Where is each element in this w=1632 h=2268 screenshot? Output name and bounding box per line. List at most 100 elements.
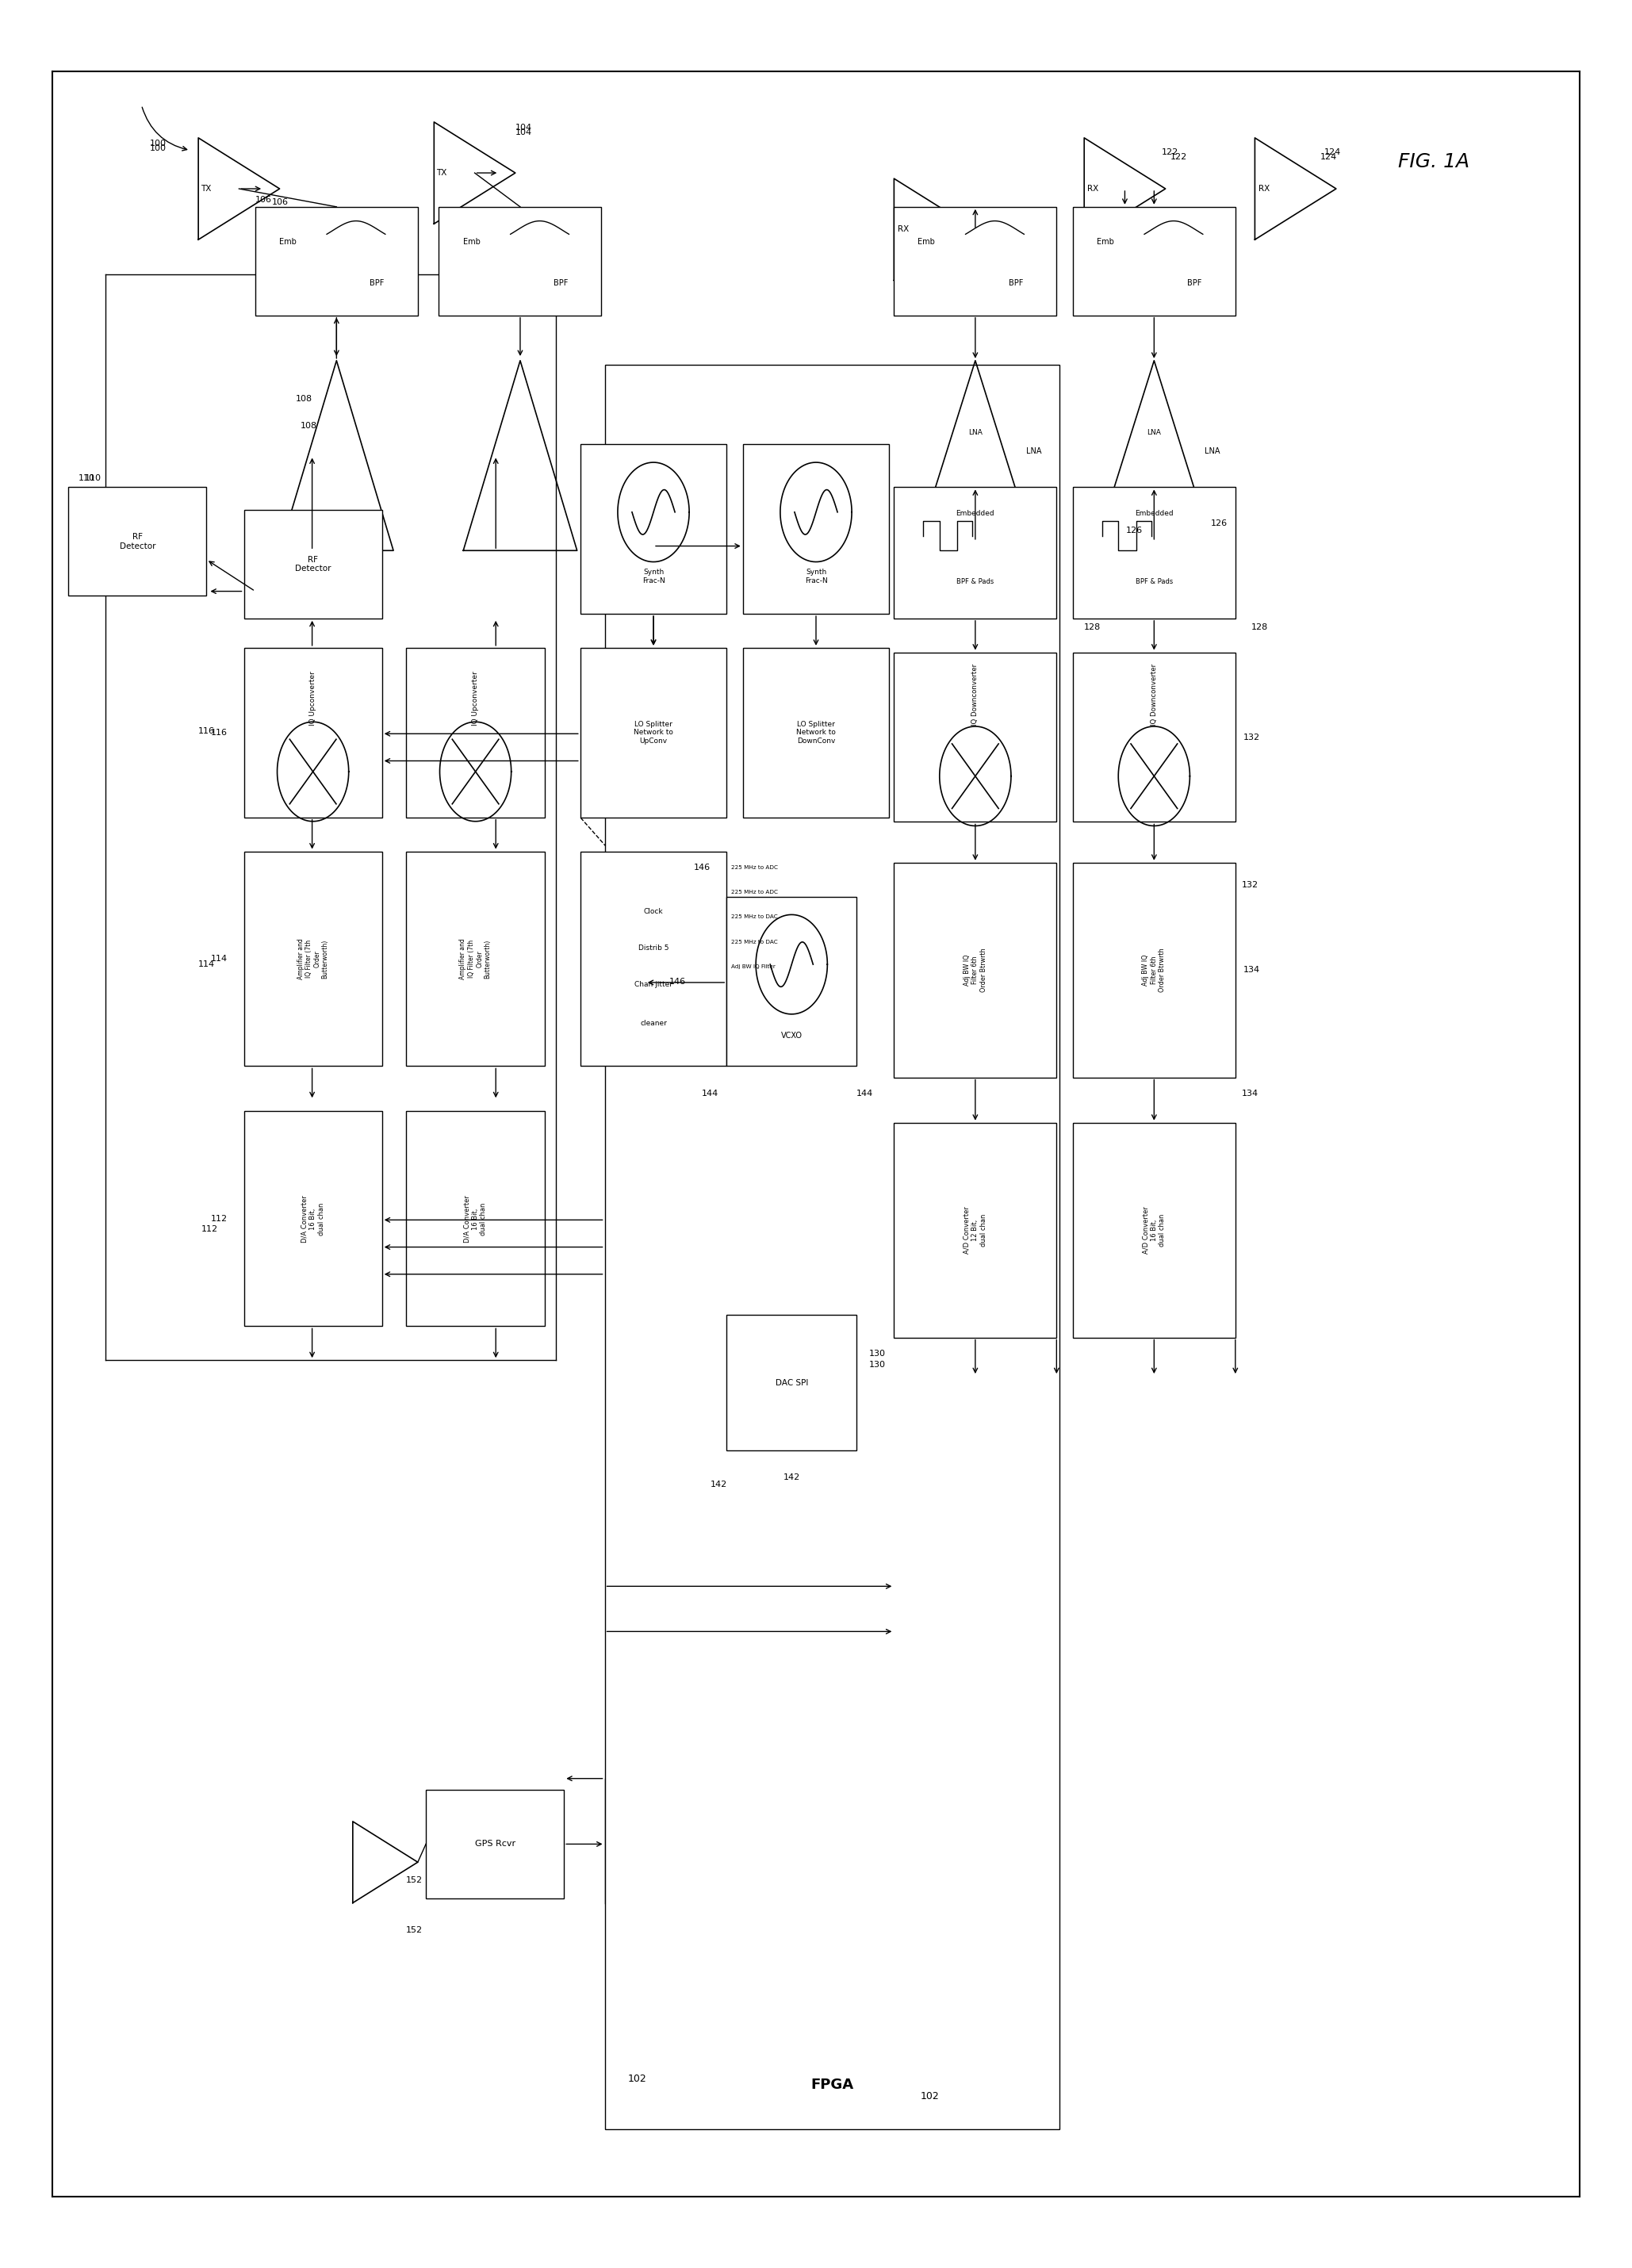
- Text: Synth
Frac-N: Synth Frac-N: [641, 569, 664, 585]
- Text: 142: 142: [710, 1481, 726, 1488]
- Text: 132: 132: [1242, 882, 1258, 889]
- Text: 152: 152: [406, 1926, 423, 1935]
- Text: 124: 124: [1320, 154, 1337, 161]
- FancyBboxPatch shape: [726, 1315, 857, 1452]
- Text: 146: 146: [694, 864, 710, 871]
- Text: 116: 116: [197, 728, 214, 735]
- Text: FIG. 1A: FIG. 1A: [1399, 152, 1469, 170]
- Text: 225 MHz to DAC: 225 MHz to DAC: [731, 939, 778, 943]
- Text: 114: 114: [211, 955, 227, 962]
- FancyBboxPatch shape: [1072, 1123, 1235, 1338]
- Text: LO Splitter
Network to
DownConv: LO Splitter Network to DownConv: [796, 721, 836, 744]
- Text: 225 MHz to DAC: 225 MHz to DAC: [731, 914, 778, 919]
- Text: 124: 124: [1325, 150, 1342, 156]
- FancyBboxPatch shape: [894, 1123, 1056, 1338]
- Text: LO Splitter
Network to
UpConv: LO Splitter Network to UpConv: [633, 721, 674, 744]
- Text: Emb: Emb: [463, 238, 480, 245]
- FancyBboxPatch shape: [1072, 488, 1235, 619]
- Text: 104: 104: [516, 129, 532, 136]
- Text: 152: 152: [406, 1876, 423, 1885]
- Text: LNA: LNA: [968, 429, 982, 435]
- FancyBboxPatch shape: [406, 1111, 545, 1327]
- Text: 108: 108: [300, 422, 317, 431]
- FancyBboxPatch shape: [243, 510, 382, 619]
- Text: 128: 128: [1084, 624, 1102, 631]
- Text: Amplifier and
IQ Filter (7th
Order
Butterworth): Amplifier and IQ Filter (7th Order Butte…: [460, 939, 491, 980]
- Text: 126: 126: [1126, 526, 1142, 535]
- Text: 112: 112: [201, 1225, 217, 1234]
- Text: 110: 110: [85, 474, 101, 483]
- Text: BPF & Pads: BPF & Pads: [956, 578, 994, 585]
- Text: 122: 122: [1170, 154, 1186, 161]
- Text: D/A Converter
16 Bit,
dual chan: D/A Converter 16 Bit, dual chan: [302, 1195, 325, 1243]
- FancyBboxPatch shape: [743, 649, 889, 816]
- Text: 104: 104: [516, 125, 532, 132]
- FancyBboxPatch shape: [581, 850, 726, 1066]
- Text: 102: 102: [628, 2075, 646, 2084]
- Text: 126: 126: [1211, 519, 1227, 528]
- Text: 112: 112: [211, 1216, 227, 1222]
- Text: Synth
Frac-N: Synth Frac-N: [805, 569, 827, 585]
- Text: BPF: BPF: [1009, 279, 1023, 286]
- Text: RF
Detector: RF Detector: [119, 533, 155, 551]
- Text: DAC SPI: DAC SPI: [775, 1379, 808, 1386]
- Text: cleaner: cleaner: [640, 1021, 667, 1027]
- Text: 144: 144: [702, 1089, 718, 1098]
- FancyBboxPatch shape: [255, 206, 418, 315]
- FancyBboxPatch shape: [581, 649, 726, 816]
- Text: 144: 144: [857, 1089, 873, 1098]
- FancyBboxPatch shape: [439, 206, 602, 315]
- FancyBboxPatch shape: [1072, 862, 1235, 1077]
- Text: 110: 110: [78, 474, 95, 483]
- FancyBboxPatch shape: [406, 649, 545, 816]
- FancyBboxPatch shape: [243, 850, 382, 1066]
- Text: 128: 128: [1252, 624, 1268, 631]
- Text: Adj BW IQ Filter: Adj BW IQ Filter: [731, 964, 775, 968]
- FancyBboxPatch shape: [69, 488, 207, 596]
- FancyBboxPatch shape: [894, 488, 1056, 619]
- Text: Amplifier and
IQ Filter (7th
Order
Butterworth): Amplifier and IQ Filter (7th Order Butte…: [297, 939, 330, 980]
- Text: IQ Upconverter: IQ Upconverter: [472, 671, 480, 726]
- FancyBboxPatch shape: [894, 653, 1056, 821]
- Text: Embedded: Embedded: [956, 510, 994, 517]
- Text: D/A Converter
16 Bit,
dual chan: D/A Converter 16 Bit, dual chan: [463, 1195, 488, 1243]
- Text: IQ Downconverter: IQ Downconverter: [1151, 665, 1157, 726]
- Text: Distrib 5: Distrib 5: [638, 943, 669, 953]
- Text: 108: 108: [295, 395, 312, 404]
- Text: LNA: LNA: [1147, 429, 1162, 435]
- Text: LNA: LNA: [1204, 447, 1221, 456]
- Text: 114: 114: [197, 959, 214, 968]
- Text: 225 MHz to ADC: 225 MHz to ADC: [731, 864, 778, 869]
- FancyBboxPatch shape: [894, 206, 1056, 315]
- Text: A/D Converter
16 Bit,
dual chan: A/D Converter 16 Bit, dual chan: [1142, 1207, 1165, 1254]
- FancyBboxPatch shape: [1072, 653, 1235, 821]
- Text: 100: 100: [150, 145, 166, 152]
- FancyBboxPatch shape: [581, 445, 726, 615]
- Text: 132: 132: [1244, 733, 1260, 742]
- Text: RX: RX: [1258, 184, 1270, 193]
- Text: RX: RX: [1087, 184, 1098, 193]
- Text: TX: TX: [201, 184, 212, 193]
- Text: BPF: BPF: [370, 279, 385, 286]
- Text: 100: 100: [150, 141, 166, 147]
- Text: 146: 146: [669, 978, 685, 984]
- Text: BPF: BPF: [553, 279, 568, 286]
- Text: Clock: Clock: [643, 907, 663, 914]
- Text: 106: 106: [255, 195, 271, 204]
- Text: FPGA: FPGA: [811, 2077, 854, 2091]
- FancyBboxPatch shape: [406, 850, 545, 1066]
- Text: RF
Detector: RF Detector: [295, 556, 331, 574]
- Text: Embedded: Embedded: [1134, 510, 1173, 517]
- Text: Chan jitter: Chan jitter: [635, 982, 672, 989]
- Text: 106: 106: [271, 197, 289, 206]
- Text: 134: 134: [1244, 966, 1260, 973]
- Text: 225 MHz to ADC: 225 MHz to ADC: [731, 889, 778, 894]
- FancyBboxPatch shape: [743, 445, 889, 615]
- Text: Emb: Emb: [917, 238, 935, 245]
- Text: IQ Upconverter: IQ Upconverter: [310, 671, 317, 726]
- FancyBboxPatch shape: [894, 862, 1056, 1077]
- Text: 116: 116: [211, 728, 227, 737]
- Text: 122: 122: [1162, 150, 1178, 156]
- Text: Adj BW IQ
Filter 6th
Order Btrwrth: Adj BW IQ Filter 6th Order Btrwrth: [963, 948, 987, 991]
- Text: GPS Rcvr: GPS Rcvr: [475, 1839, 516, 1848]
